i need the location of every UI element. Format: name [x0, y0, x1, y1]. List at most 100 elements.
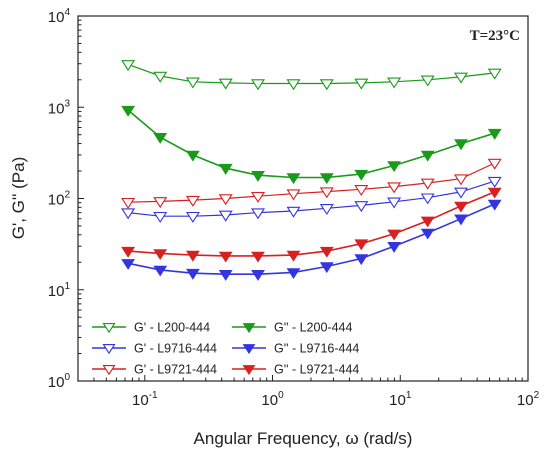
data-point — [487, 199, 502, 211]
data-point — [453, 187, 469, 199]
data-point — [354, 78, 369, 90]
data-point — [319, 187, 334, 199]
data-point — [251, 251, 265, 263]
data-point — [153, 197, 168, 209]
data-point — [251, 270, 265, 281]
data-point — [218, 270, 233, 281]
data-point — [387, 161, 402, 173]
data-point — [185, 268, 200, 280]
annotation-temperature: T=23°C — [470, 28, 520, 44]
data-point — [387, 197, 402, 209]
data-point — [487, 128, 502, 140]
series-1 — [121, 105, 502, 185]
data-point — [121, 246, 136, 258]
legend-label: G'' - L9716-444 — [274, 342, 359, 356]
data-point — [319, 246, 334, 258]
x-tick-label: 100 — [261, 390, 284, 409]
data-point — [121, 105, 136, 117]
legend-item: G'' - L9716-444 — [232, 342, 359, 356]
series-line — [128, 191, 496, 257]
data-point — [250, 191, 266, 203]
data-point — [453, 72, 469, 84]
y-tick-label: 103 — [48, 98, 71, 117]
data-point — [286, 79, 301, 91]
legend-marker — [242, 344, 256, 355]
data-point — [420, 193, 435, 205]
data-point — [251, 171, 265, 182]
data-point — [286, 206, 301, 218]
series-2 — [121, 176, 502, 223]
legend-label: G'' - L9721-444 — [274, 363, 359, 377]
data-point — [454, 174, 468, 186]
series-3 — [121, 199, 502, 281]
legend-item: G'' - L200-444 — [232, 321, 352, 335]
data-point — [121, 259, 136, 270]
data-point — [218, 251, 233, 263]
x-axis-title: Angular Frequency, ω (rad/s) — [194, 429, 413, 448]
data-point — [387, 242, 402, 253]
series-0 — [121, 60, 502, 91]
data-point — [319, 204, 334, 216]
series-5 — [121, 187, 502, 263]
legend-marker — [102, 365, 116, 376]
x-tick-label: 101 — [389, 390, 412, 409]
x-tick-label: 10-1 — [132, 390, 158, 409]
y-tick-label: 101 — [48, 281, 71, 300]
data-point — [387, 182, 402, 194]
data-point — [286, 173, 301, 185]
data-point — [354, 185, 369, 197]
data-point — [185, 150, 200, 162]
legend-label: G' - L9721-444 — [134, 363, 217, 377]
y-tick-label: 104 — [48, 7, 71, 26]
data-point — [319, 79, 334, 91]
data-point — [185, 195, 200, 207]
data-point — [218, 78, 233, 90]
data-point — [153, 133, 168, 144]
x-tick-label: 102 — [517, 390, 540, 409]
data-point — [250, 79, 266, 91]
data-point — [218, 194, 233, 206]
data-point — [153, 211, 168, 223]
legend-item: G'' - L9721-444 — [232, 363, 359, 377]
data-point — [121, 60, 136, 72]
data-point — [454, 214, 468, 226]
data-point — [420, 75, 435, 87]
data-point — [286, 250, 301, 262]
data-point — [420, 150, 435, 162]
data-point — [218, 210, 233, 222]
series-line — [127, 203, 496, 276]
data-point — [286, 189, 301, 201]
data-point — [420, 216, 435, 228]
data-point — [487, 187, 502, 199]
legend-marker — [102, 323, 116, 334]
data-point — [487, 176, 502, 188]
data-point — [387, 77, 402, 89]
data-point — [454, 139, 468, 151]
legend-marker — [242, 323, 256, 334]
data-point — [185, 77, 200, 89]
data-point — [153, 71, 168, 83]
data-point — [250, 208, 266, 220]
legend-label: G' - L200-444 — [134, 321, 210, 335]
data-point — [185, 211, 200, 223]
y-axis-title: G', G'' (Pa) — [9, 157, 28, 239]
data-point — [420, 178, 435, 190]
data-point — [153, 249, 168, 261]
data-point — [153, 265, 168, 277]
series-line — [127, 109, 495, 179]
series-layer — [121, 60, 502, 281]
data-point — [487, 68, 502, 80]
data-point — [185, 250, 200, 262]
data-point — [354, 239, 369, 251]
data-point — [319, 262, 334, 274]
data-point — [121, 197, 136, 209]
data-point — [454, 201, 468, 213]
data-point — [354, 201, 369, 213]
legend-marker — [102, 344, 116, 355]
series-line — [127, 63, 495, 85]
series-4 — [121, 158, 502, 209]
data-point — [420, 228, 435, 240]
legend: G' - L200-444 G'' - L200-444 G' - L9716-44… — [92, 321, 359, 377]
